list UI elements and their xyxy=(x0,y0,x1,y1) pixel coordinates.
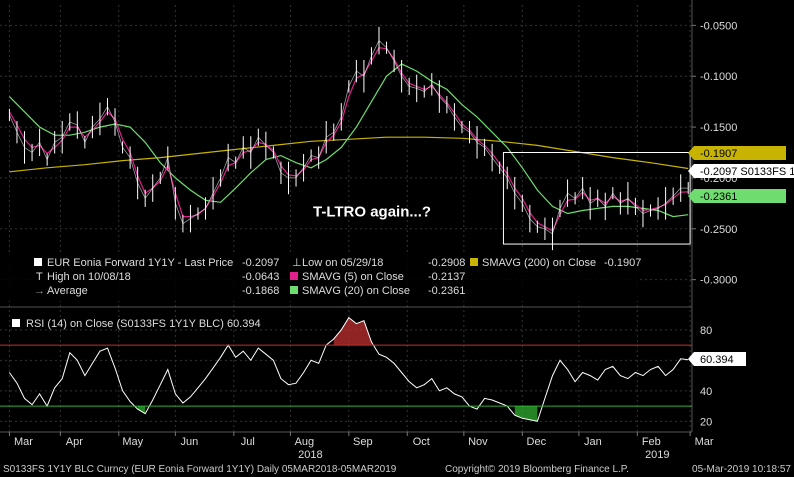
x-tick-label: Sep xyxy=(353,436,373,448)
series-sma200 xyxy=(9,136,689,173)
x-tick-label: May xyxy=(122,436,143,448)
rsi-legend: RSI (14) on Close (S0133FS 1Y1Y BLC) 60.… xyxy=(12,318,261,330)
rsi-series xyxy=(8,316,689,422)
rsi-tick-label: 20 xyxy=(700,416,712,428)
y-tick-label: -0.1000 xyxy=(700,71,737,83)
legend-average-value: -0.1868 xyxy=(242,285,279,297)
price-tag-last: -0.2097 S0133FS 1 xyxy=(688,164,794,178)
y-tick-label: -0.2500 xyxy=(700,224,737,236)
legend-low-value: -0.2908 xyxy=(428,257,465,269)
low-marker-icon: ⊥ xyxy=(292,257,302,269)
legend-sma5-name: SMAVG (5) on Close xyxy=(302,271,404,283)
x-tick-label: Dec xyxy=(527,436,547,448)
rsi-legend-text: RSI (14) on Close (S0133FS 1Y1Y BLC) 60.… xyxy=(26,318,261,330)
legend-swatch-sma5 xyxy=(290,272,298,280)
legend-swatch-price xyxy=(34,258,42,266)
rsi-oversold-fill xyxy=(137,406,146,414)
legend-swatch-sma20 xyxy=(290,286,298,294)
rsi-tick-label: 80 xyxy=(700,325,712,337)
rsi-tick-label: 40 xyxy=(700,386,712,398)
svg-text:-0.1907: -0.1907 xyxy=(700,148,737,160)
legend-sma200-value: -0.1907 xyxy=(604,257,641,269)
year-label: 2019 xyxy=(645,449,669,461)
series-price xyxy=(9,39,689,235)
legend-sma20-value: -0.2361 xyxy=(428,285,465,297)
legend-sma20-name: SMAVG (20) on Close xyxy=(302,285,410,297)
annotation-text: T-LTRO again...? xyxy=(313,204,431,221)
svg-text:-0.2361: -0.2361 xyxy=(700,191,737,203)
svg-text:60.394: 60.394 xyxy=(700,354,734,366)
x-tick-label: Mar xyxy=(14,436,33,448)
x-tick-label: Jul xyxy=(241,436,255,448)
x-tick-label: Oct xyxy=(413,436,430,448)
price-tag-sma20: -0.2361 xyxy=(688,189,786,203)
series-sma20 xyxy=(8,63,689,218)
legend-price-name: EUR Eonia Forward 1Y1Y - Last Price xyxy=(47,257,233,269)
legend-high-value: -0.0643 xyxy=(242,271,279,283)
y-tick-label: -0.0500 xyxy=(700,20,737,32)
series-rsi xyxy=(8,316,689,422)
x-tick-label: Feb xyxy=(642,436,661,448)
legend-average-name: Average xyxy=(47,285,88,297)
x-tick-label: Jun xyxy=(180,436,198,448)
legend-sma5-value: -0.2137 xyxy=(428,271,465,283)
footer-left: S0133FS 1Y1Y BLC Curncy (EUR Eonia Forwa… xyxy=(3,464,397,475)
y-tick-label: -0.3000 xyxy=(700,275,737,287)
footer: S0133FS 1Y1Y BLC Curncy (EUR Eonia Forwa… xyxy=(3,464,791,475)
legend-sma200-name: SMAVG (200) on Close xyxy=(482,257,596,269)
x-axis-ticks: Mar Apr May Jun Jul Aug Sep Oct Nov Dec Jan Feb Mar 2… xyxy=(8,432,714,461)
price-series xyxy=(8,26,689,251)
x-tick-label: Apr xyxy=(66,436,83,448)
x-tick-label: Nov xyxy=(468,436,488,448)
legend-swatch-sma200 xyxy=(470,258,478,266)
x-tick-label: Jan xyxy=(584,436,602,448)
rsi-overbought-fill xyxy=(333,317,372,346)
rsi-value-tag: 60.394 xyxy=(688,352,746,366)
svg-text:-0.2097 S0133FS 1: -0.2097 S0133FS 1 xyxy=(700,166,794,178)
legend-high-name: High on 10/08/18 xyxy=(47,271,131,283)
average-marker-icon: → xyxy=(34,285,45,297)
high-marker-icon: T xyxy=(36,271,43,283)
footer-right: 05-Mar-2019 10:18:57 xyxy=(692,464,791,475)
legend: EUR Eonia Forward 1Y1Y - Last Price -0.2… xyxy=(0,255,641,301)
legend-low-name: Low on 05/29/18 xyxy=(302,257,383,269)
price-tag-sma200: -0.1907 xyxy=(688,146,786,160)
legend-price-value: -0.2097 xyxy=(242,257,279,269)
x-tick-label: Aug xyxy=(295,436,315,448)
y-tick-label: -0.1500 xyxy=(700,122,737,134)
x-tick-label: Mar xyxy=(695,436,714,448)
legend-swatch-rsi xyxy=(12,319,20,327)
year-label: 2018 xyxy=(298,449,322,461)
footer-center: Copyright© 2019 Bloomberg Finance L.P. xyxy=(445,464,629,475)
